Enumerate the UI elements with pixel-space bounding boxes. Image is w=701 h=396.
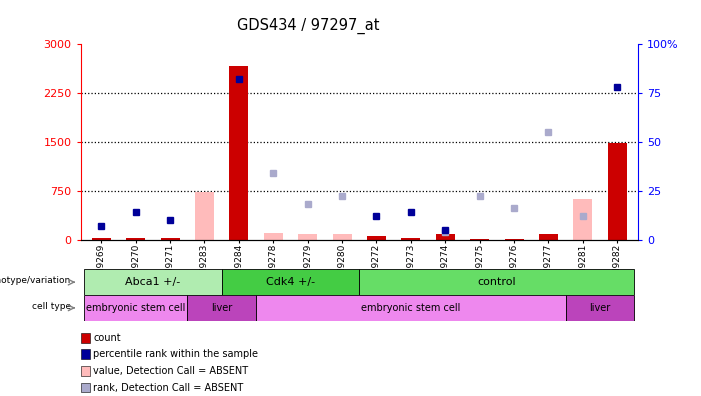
Bar bbox=[608, 143, 627, 240]
Bar bbox=[195, 192, 214, 240]
Text: GDS434 / 97297_at: GDS434 / 97297_at bbox=[237, 18, 380, 34]
Bar bbox=[84, 295, 187, 321]
Text: Cdk4 +/-: Cdk4 +/- bbox=[266, 277, 315, 287]
Bar bbox=[436, 234, 455, 240]
Text: Abca1 +/-: Abca1 +/- bbox=[125, 277, 180, 287]
Text: value, Detection Call = ABSENT: value, Detection Call = ABSENT bbox=[93, 366, 248, 376]
Bar bbox=[470, 239, 489, 240]
Text: genotype/variation: genotype/variation bbox=[0, 276, 71, 286]
Text: cell type: cell type bbox=[32, 302, 71, 311]
Bar bbox=[92, 238, 111, 240]
Bar bbox=[84, 269, 222, 295]
Text: percentile rank within the sample: percentile rank within the sample bbox=[93, 349, 258, 360]
Bar bbox=[256, 295, 566, 321]
Bar bbox=[126, 238, 145, 240]
Bar bbox=[360, 269, 634, 295]
Text: embryonic stem cell: embryonic stem cell bbox=[361, 303, 461, 313]
Bar bbox=[161, 238, 179, 240]
Bar bbox=[332, 234, 351, 240]
Bar bbox=[187, 295, 256, 321]
Bar bbox=[573, 199, 592, 240]
Bar bbox=[367, 236, 386, 240]
Text: embryonic stem cell: embryonic stem cell bbox=[86, 303, 185, 313]
Text: rank, Detection Call = ABSENT: rank, Detection Call = ABSENT bbox=[93, 383, 243, 393]
Bar bbox=[264, 233, 283, 240]
Bar bbox=[505, 239, 524, 240]
Bar bbox=[298, 234, 317, 240]
Bar bbox=[566, 295, 634, 321]
Bar bbox=[222, 269, 360, 295]
Text: control: control bbox=[477, 277, 516, 287]
Text: liver: liver bbox=[211, 303, 232, 313]
Bar bbox=[229, 67, 248, 240]
Bar bbox=[402, 238, 421, 240]
Text: liver: liver bbox=[590, 303, 611, 313]
Bar bbox=[539, 234, 558, 240]
Text: count: count bbox=[93, 333, 121, 343]
